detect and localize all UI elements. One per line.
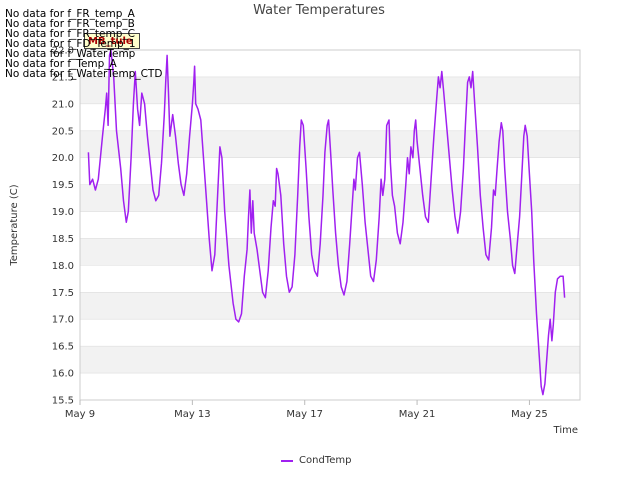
no-data-message: No data for f_Temp_A	[5, 58, 117, 70]
x-tick-label: May 21	[399, 409, 436, 420]
background-band	[80, 292, 580, 320]
y-tick-label: 21.5	[52, 72, 74, 83]
no-data-message: No data for f_FR_temp_A	[5, 8, 135, 20]
y-axis-ticks: 15.5 16.0 16.5 17.0 17.5 18.0 18.5 19.0 19.5 20.0…	[52, 46, 74, 407]
y-tick-label: 18.5	[52, 234, 74, 245]
x-axis-ticks: May 9 May 13 May 17 May 21 May 25	[65, 400, 548, 420]
y-tick-label: 20.5	[52, 126, 74, 137]
y-tick-label: 19.5	[52, 180, 74, 191]
y-tick-label: 21.0	[52, 99, 74, 110]
y-tick-label: 20.0	[52, 153, 74, 164]
no-data-message: No data for f_WaterTemp	[5, 48, 136, 60]
y-tick-label: 18.0	[52, 261, 74, 272]
station-label-box: MB_tule	[84, 33, 140, 49]
x-axis-label: Time	[553, 425, 578, 436]
legend-swatch-condtemp	[281, 459, 293, 462]
legend-label-condtemp: CondTemp	[299, 455, 352, 466]
background-bands	[80, 76, 580, 374]
station-label: MB_tule	[88, 36, 133, 47]
background-band	[80, 346, 580, 374]
series-line-condtemp	[87, 49, 566, 396]
no-data-message: No data for f_FR_temp_C	[5, 28, 135, 40]
y-tick-label: 22.0	[52, 46, 74, 57]
y-axis-label: Temperature (C)	[9, 184, 20, 266]
background-band	[80, 76, 580, 104]
y-tick-label: 19.0	[52, 207, 74, 218]
legend: CondTemp	[281, 455, 351, 466]
background-band	[80, 238, 580, 266]
no-data-message: No data for f_FD_Temp_1	[5, 38, 136, 50]
x-tick-label: May 17	[286, 409, 323, 420]
y-tick-label: 17.0	[52, 315, 74, 326]
chart-title: Water Temperatures	[253, 3, 385, 18]
y-tick-label: 16.0	[52, 369, 74, 380]
no-data-message: No data for f_WaterTemp_CTD	[5, 68, 163, 80]
x-tick-label: May 25	[511, 409, 548, 420]
x-tick-label: May 13	[174, 409, 211, 420]
plot-frame	[79, 49, 581, 401]
x-tick-label: May 9	[65, 409, 95, 420]
background-band	[80, 184, 580, 212]
no-data-message: No data for f_FR_temp_B	[5, 18, 135, 30]
y-tick-label: 17.5	[52, 288, 74, 299]
y-tick-label: 16.5	[52, 342, 74, 353]
y-tick-label: 15.5	[52, 396, 74, 407]
